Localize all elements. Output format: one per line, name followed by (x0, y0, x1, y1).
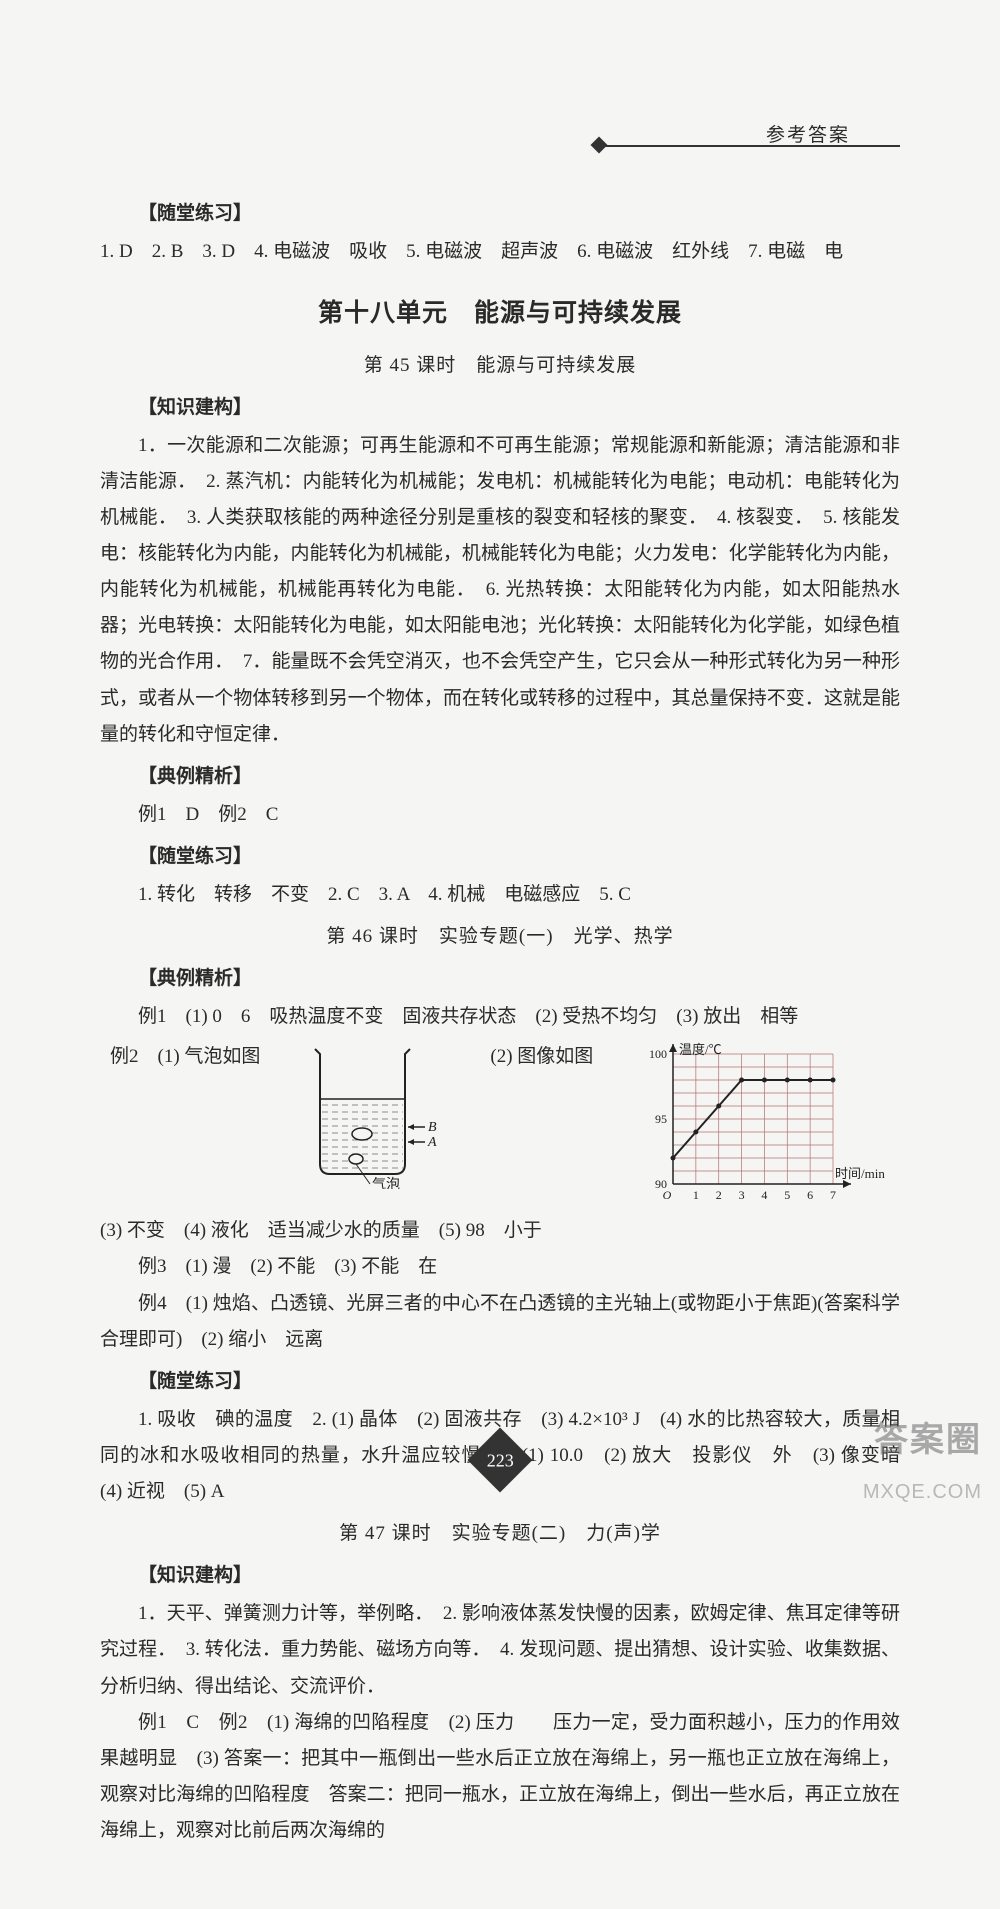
body-text: 1．一次能源和二次能源；可再生能源和不可再生能源；常规能源和新能源；清洁能源和非… (100, 428, 900, 753)
answer-line: 例1 D 例2 C (100, 797, 900, 833)
header-rule (600, 145, 900, 147)
page-number: 223 (487, 1443, 514, 1477)
svg-text:3: 3 (739, 1188, 745, 1202)
answer-line: 1. D 2. B 3. D 4. 电磁波 吸收 5. 电磁波 超声波 6. 电… (100, 234, 900, 270)
svg-text:4: 4 (762, 1188, 768, 1202)
figure-caption: 例2 (1) 气泡如图 (110, 1039, 260, 1075)
temperature-chart: O12345679095100时间/min温度/℃ (633, 1039, 893, 1209)
section-heading: 【典例精析】 (100, 961, 900, 997)
section-heading: 【随堂练习】 (100, 1364, 900, 1400)
lesson-title: 第 46 课时 实验专题(一) 光学、热学 (100, 919, 900, 955)
svg-text:100: 100 (649, 1047, 667, 1061)
svg-text:1: 1 (693, 1188, 699, 1202)
svg-text:2: 2 (716, 1188, 722, 1202)
watermark: 答案圈 MXQE.COM (863, 1408, 982, 1511)
beaker-figure: BA 气泡 (300, 1039, 450, 1189)
svg-text:95: 95 (655, 1112, 667, 1126)
header-label: 参考答案 (766, 118, 850, 154)
svg-text:6: 6 (807, 1188, 813, 1202)
section-heading: 【随堂练习】 (100, 839, 900, 875)
svg-text:A: A (427, 1135, 437, 1150)
watermark-url: MXQE.COM (863, 1473, 982, 1511)
body-text: 1．天平、弹簧测力计等，举例略． 2. 影响液体蒸发快慢的因素，欧姆定律、焦耳定… (100, 1596, 900, 1704)
svg-text:B: B (428, 1120, 437, 1135)
figure-caption: (2) 图像如图 (490, 1039, 593, 1075)
answer-line: 1. 转化 转移 不变 2. C 3. A 4. 机械 电磁感应 5. C (100, 877, 900, 913)
svg-text:气泡: 气泡 (372, 1177, 400, 1189)
svg-text:时间/min: 时间/min (835, 1166, 885, 1181)
svg-text:90: 90 (655, 1177, 667, 1191)
body-text: 例1 C 例2 (1) 海绵的凹陷程度 (2) 压力 压力一定，受力面积越小，压… (100, 1705, 900, 1849)
svg-text:7: 7 (830, 1188, 836, 1202)
watermark-title: 答案圈 (863, 1408, 982, 1473)
section-heading: 【知识建构】 (100, 390, 900, 426)
answer-line: 例1 (1) 0 6 吸热温度不变 固液共存状态 (2) 受热不均匀 (3) 放… (100, 999, 900, 1035)
section-heading: 【知识建构】 (100, 1558, 900, 1594)
lesson-title: 第 45 课时 能源与可持续发展 (100, 348, 900, 384)
section-heading: 【典例精析】 (100, 759, 900, 795)
lesson-title: 第 47 课时 实验专题(二) 力(声)学 (100, 1516, 900, 1552)
answer-line: (3) 不变 (4) 液化 适当减少水的质量 (5) 98 小于 (100, 1213, 900, 1249)
section-heading: 【随堂练习】 (100, 196, 900, 232)
svg-text:5: 5 (785, 1188, 791, 1202)
page-number-badge: 223 (477, 1437, 523, 1483)
unit-title: 第十八单元 能源与可持续发展 (100, 290, 900, 338)
answer-line: 例4 (1) 烛焰、凸透镜、光屏三者的中心不在凸透镜的主光轴上(或物距小于焦距)… (100, 1286, 900, 1358)
answer-line: 例3 (1) 漫 (2) 不能 (3) 不能 在 (100, 1249, 900, 1285)
svg-text:温度/℃: 温度/℃ (679, 1042, 722, 1057)
